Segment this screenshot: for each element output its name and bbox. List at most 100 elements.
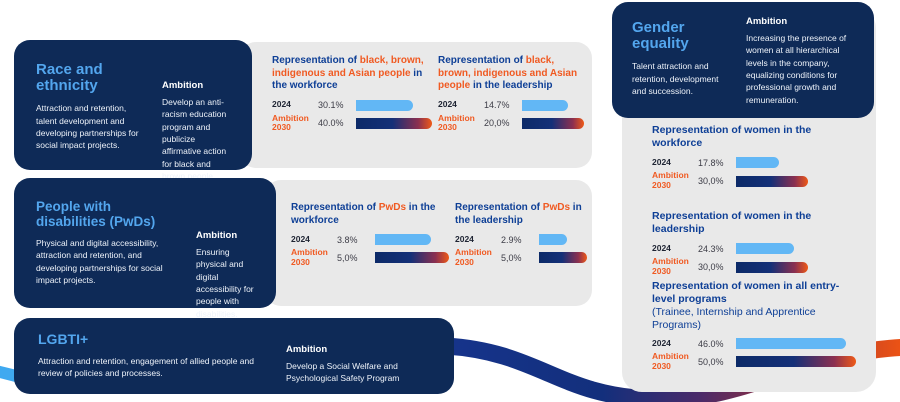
bar-row-2024: 2024 24.3% — [652, 242, 856, 255]
chart-rows: 2024 2.9% Ambition 2030 5,0% — [455, 234, 587, 268]
value-2024-bar — [375, 234, 432, 245]
bar-row-value: 5,0% — [501, 252, 522, 263]
bar-row-ambition-2030: Ambition 2030 30,0% — [652, 170, 856, 191]
bar-row-value: 20,0% — [484, 118, 510, 129]
bar-row-label: 2024 — [438, 99, 457, 110]
bar-row-2024: 2024 46.0% — [652, 338, 856, 349]
chart-women-entry-level: Representation of women in all entry-lev… — [652, 280, 856, 372]
value-2024-bar — [522, 99, 568, 111]
ambition-2030-bar — [539, 252, 587, 264]
race-title: Race and ethnicity — [36, 61, 103, 95]
panel-race-charts: Representation of black, brown, indigeno… — [240, 42, 592, 168]
chart-title: Representation of PwDs in the workforce — [291, 202, 449, 227]
gender-title: Gender equality — [632, 19, 689, 53]
chart-title: Representation of women in all entry-lev… — [652, 280, 856, 306]
bar-track — [356, 99, 432, 111]
bar-row-label: Ambition 2030 — [652, 256, 689, 277]
bar-track — [736, 338, 856, 349]
chart-women-workforce: Representation of women in the workforce… — [652, 124, 856, 191]
chart-title-segment: in the leadership — [455, 202, 582, 226]
bar-row-value: 46.0% — [698, 338, 724, 349]
bar-row-ambition-2030: Ambition 2030 30,0% — [652, 256, 856, 277]
chart-title-segment: Representation of — [272, 55, 360, 66]
gender-description: Talent attraction and retention, develop… — [632, 61, 719, 96]
bar-row-label: 2024 — [652, 242, 671, 253]
bar-row-value: 30,0% — [698, 176, 724, 187]
chart-rows: 2024 17.8% Ambition 2030 30,0% — [652, 157, 856, 191]
bar-row-2024: 2024 17.8% — [652, 156, 856, 169]
gender-ambition-text: Increasing the presence of women at all … — [746, 33, 847, 105]
bar-row-ambition-2030: Ambition 2030 5,0% — [291, 247, 449, 268]
bar-track — [522, 117, 584, 129]
ambition-2030-bar — [736, 356, 856, 368]
bar-track — [539, 234, 587, 245]
lgbti-ambition-text: Develop a Social Welfare and Psychologic… — [286, 361, 400, 384]
bar-track — [736, 243, 856, 255]
chart-title-segment: black, brown, indigenous and Asian peopl… — [438, 55, 578, 91]
bar-row-ambition-2030: Ambition 2030 40.0% — [272, 113, 432, 134]
bar-track — [736, 261, 856, 273]
bar-row-value: 14.7% — [484, 100, 510, 110]
bar-row-label: 2024 — [291, 233, 310, 244]
value-2024-bar — [736, 243, 795, 255]
bar-row-value: 2.9% — [501, 234, 522, 245]
lgbti-description: Attraction and retention, engagement of … — [38, 356, 254, 379]
chart-title-segment: in the workforce — [291, 202, 436, 226]
pwd-ambition-text: Ensuring physical and digital accessibil… — [196, 247, 254, 319]
bar-row-2024: 2024 30.1% — [272, 99, 432, 111]
chart-rows: 2024 46.0% Ambition 2030 50,0% — [652, 338, 856, 372]
chart-women-leadership: Representation of women in the leadershi… — [652, 210, 856, 277]
value-2024-bar — [736, 157, 779, 169]
bar-track — [539, 252, 587, 264]
bar-track — [736, 356, 856, 368]
chart-pwd-leadership: Representation of PwDs in the leadership… — [455, 202, 587, 268]
bar-row-value: 40.0% — [318, 118, 344, 129]
lgbti-ambition-label: Ambition — [286, 344, 328, 355]
chart-pwd-workforce: Representation of PwDs in the workforce … — [291, 202, 449, 268]
bar-row-2024: 2024 14.7% — [438, 99, 584, 111]
value-2024-bar — [356, 99, 414, 111]
chart-rows: 2024 24.3% Ambition 2030 30,0% — [652, 243, 856, 277]
chart-title-segment: black, brown, indigenous and Asian peopl… — [272, 55, 424, 79]
chart-title-segment: PwDs — [378, 202, 407, 213]
bar-row-label: 2024 — [455, 233, 474, 244]
value-2024-bar — [736, 338, 847, 349]
chart-title-segment: Representation of — [438, 55, 526, 66]
bar-row-value: 3.8% — [337, 234, 358, 245]
chart-title: Representation of women in the workforce — [652, 124, 856, 150]
pwd-title: People with disabilities (PwDs) — [36, 199, 156, 229]
bar-row-label: 2024 — [652, 337, 671, 348]
bar-row-value: 24.3% — [698, 243, 724, 254]
card-lgbti: LGBTI+ Attraction and retention, engagem… — [14, 318, 454, 394]
pwd-ambition-label: Ambition — [196, 230, 238, 241]
bar-row-label: Ambition 2030 — [652, 351, 689, 371]
bar-row-2024: 2024 2.9% — [455, 234, 587, 245]
chart-rows: 2024 30.1% Ambition 2030 40.0% — [272, 99, 432, 134]
chart-title: Representation of black, brown, indigeno… — [272, 55, 432, 93]
bar-track — [736, 175, 856, 187]
race-description: Attraction and retention, talent develop… — [36, 103, 139, 151]
bar-track — [375, 252, 449, 264]
bar-row-value: 30.1% — [318, 100, 344, 110]
bar-row-value: 5,0% — [337, 252, 358, 263]
bar-track — [736, 157, 856, 169]
ambition-2030-bar — [736, 175, 808, 187]
bar-row-label: 2024 — [652, 156, 671, 167]
bar-row-ambition-2030: Ambition 2030 50,0% — [652, 351, 856, 372]
ambition-2030-bar — [522, 117, 584, 129]
chart-title-segment: PwDs — [542, 202, 571, 213]
chart-title-segment: Representation of women in all entry-lev… — [652, 280, 840, 306]
bar-row-label: Ambition 2030 — [455, 247, 492, 267]
chart-title: Representation of black, brown, indigeno… — [438, 55, 584, 93]
race-ambition-text: Develop an anti-racism education program… — [162, 97, 227, 181]
chart-title: Representation of PwDs in the leadership — [455, 202, 587, 227]
bar-track — [375, 234, 449, 245]
bar-row-value: 30,0% — [698, 262, 724, 273]
bar-track — [356, 117, 432, 129]
bar-row-ambition-2030: Ambition 2030 5,0% — [455, 247, 587, 268]
chart-title-segment: Representation of women in the workforce — [652, 124, 812, 150]
ambition-2030-bar — [736, 261, 808, 273]
bar-row-label: 2024 — [272, 99, 291, 110]
pwd-description: Physical and digital accessibility, attr… — [36, 238, 163, 286]
bar-row-ambition-2030: Ambition 2030 20,0% — [438, 113, 584, 134]
